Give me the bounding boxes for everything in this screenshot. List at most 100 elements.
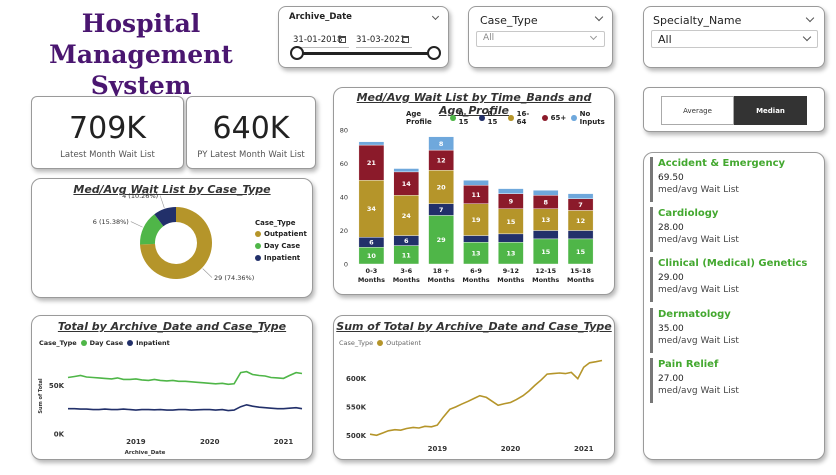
line-series-day-case[interactable] [67,370,303,386]
line-series-outpatient[interactable] [369,359,603,437]
legend-item[interactable]: 16-64 [508,110,536,126]
donut-slice-inpatient[interactable] [154,207,176,227]
legend-dot [377,340,384,346]
donut-leader-line [159,195,165,208]
specialty-value: 29.00 [658,273,684,283]
archive-date-slicer[interactable]: Archive_Date 31-01-2018 31-03-2021 [278,6,449,68]
bar-segment[interactable] [428,136,454,151]
bar-segment[interactable] [532,230,559,240]
donut-legend: Case_Type Outpatient Day Case Inpatient [255,219,307,262]
specialty-slicer[interactable]: Specialty_Name All [643,6,825,68]
legend-dot [541,115,548,121]
end-date-input[interactable]: 31-03-2021 [356,32,412,48]
average-toggle-button[interactable]: Average [661,96,734,125]
x-tick-label: Months [428,276,455,284]
specialty-item[interactable]: Pain Relief 27.00 med/avg Wait List [650,358,816,403]
date-range-handle-start[interactable] [290,46,304,60]
bar-data-label: 6 [369,239,374,247]
specialty-name: Cardiology [658,208,719,219]
x-tick-label: 3-6 [400,267,412,275]
bar-segment[interactable] [567,230,594,240]
specialty-item[interactable]: Clinical (Medical) Genetics 29.00 med/av… [650,257,816,302]
chevron-down-icon[interactable] [805,13,815,23]
x-tick-label: 2021 [574,445,594,453]
calendar-icon[interactable] [339,36,346,43]
bar-segment[interactable] [567,238,594,265]
chart-title: Total by Archive_Date and Case_Type [57,320,287,333]
case-type-select[interactable]: All [476,31,605,47]
legend-dot [450,115,456,121]
kpi-label: Latest Month Wait List [60,150,155,160]
legend-item-day-case[interactable]: Day Case [255,242,307,250]
bar-data-label: 9 [509,198,514,206]
donut-slice-outpatient[interactable] [140,207,212,279]
donut-slice-day-case[interactable] [140,214,164,245]
case-type-slicer[interactable]: Case_Type All [468,6,613,68]
bar-segment[interactable] [532,238,559,265]
legend-item[interactable]: Day Case [80,339,123,347]
bar-segment[interactable] [498,208,524,235]
legend-title: Case_Type [339,339,374,347]
kpi-py-latest-month: 640K PY Latest Month Wait List [186,96,316,169]
bar-segment[interactable] [428,169,454,204]
specialty-item[interactable]: Cardiology 28.00 med/avg Wait List [650,207,816,252]
y-tick-label: 20 [340,227,348,235]
bar-segment[interactable] [393,195,420,236]
legend-item[interactable]: 0-15 [450,110,474,126]
legend-label: 16-64 [516,110,530,126]
legend-title: Case_Type [39,339,77,347]
median-toggle-button[interactable]: Median [734,96,807,125]
bar-segment[interactable] [358,144,385,181]
app-title-line1: Hospital [81,9,201,38]
specialty-list-card: Accident & Emergency 69.50 med/avg Wait … [643,152,825,460]
x-tick-label: 12-15 [535,267,556,275]
date-range-track [297,52,433,55]
bar-segment[interactable] [463,180,489,186]
legend-label: No Inputs [579,110,605,126]
bar-segment[interactable] [463,235,489,243]
x-tick-label: 2020 [200,438,220,446]
legend-item[interactable]: 65+ [541,110,566,126]
specialty-item[interactable]: Dermatology 35.00 med/avg Wait List [650,308,816,353]
legend-label: Inpatient [264,254,301,262]
bar-data-label: 20 [437,183,447,191]
bar-segment[interactable] [358,141,385,146]
bar-segment[interactable] [463,203,489,236]
kpi-value: 640K [212,111,290,146]
legend-item[interactable]: No Inputs [571,110,614,126]
donut-leader-line [202,268,213,278]
x-tick-label: Months [393,276,420,284]
date-range-handle-end[interactable] [427,46,441,60]
calendar-icon[interactable] [402,36,409,43]
chevron-down-icon[interactable] [594,12,604,22]
bar-segment[interactable] [393,168,420,173]
chevron-down-icon[interactable] [431,12,440,21]
specialty-value: 35.00 [658,324,684,334]
app-title: Hospital Management System [10,8,272,101]
line-series-inpatient[interactable] [68,403,303,412]
bar-segment[interactable] [567,193,594,199]
bar-segment[interactable] [428,215,454,265]
start-date-input[interactable]: 31-01-2018 [293,32,349,48]
bar-data-label: 14 [402,180,412,188]
legend-item[interactable]: 0-15 [479,110,503,126]
legend-dot [127,340,134,346]
legend-item[interactable]: Inpatient [127,339,170,347]
line-chart-card-daycase-inpatient: Total by Archive_Date and Case_Type Case… [31,315,313,460]
bar-data-label: 8 [439,140,444,148]
specialty-value: 28.00 [658,223,684,233]
bar-segment[interactable] [498,188,524,194]
specialty-label: Specialty_Name [653,14,742,27]
legend-item-outpatient[interactable]: Outpatient [255,230,307,238]
bar-segment[interactable] [498,233,524,243]
legend-dot [255,255,261,261]
legend-item[interactable]: Outpatient [377,339,421,347]
bar-data-label: 13 [506,250,515,258]
legend-item-inpatient[interactable]: Inpatient [255,254,307,262]
specialty-item[interactable]: Accident & Emergency 69.50 med/avg Wait … [650,157,816,202]
bar-data-label: 15 [541,248,551,256]
bar-segment[interactable] [532,190,559,196]
bar-segment[interactable] [358,180,385,238]
specialty-select[interactable]: All [651,30,818,48]
y-tick-label: 0 [344,261,348,269]
